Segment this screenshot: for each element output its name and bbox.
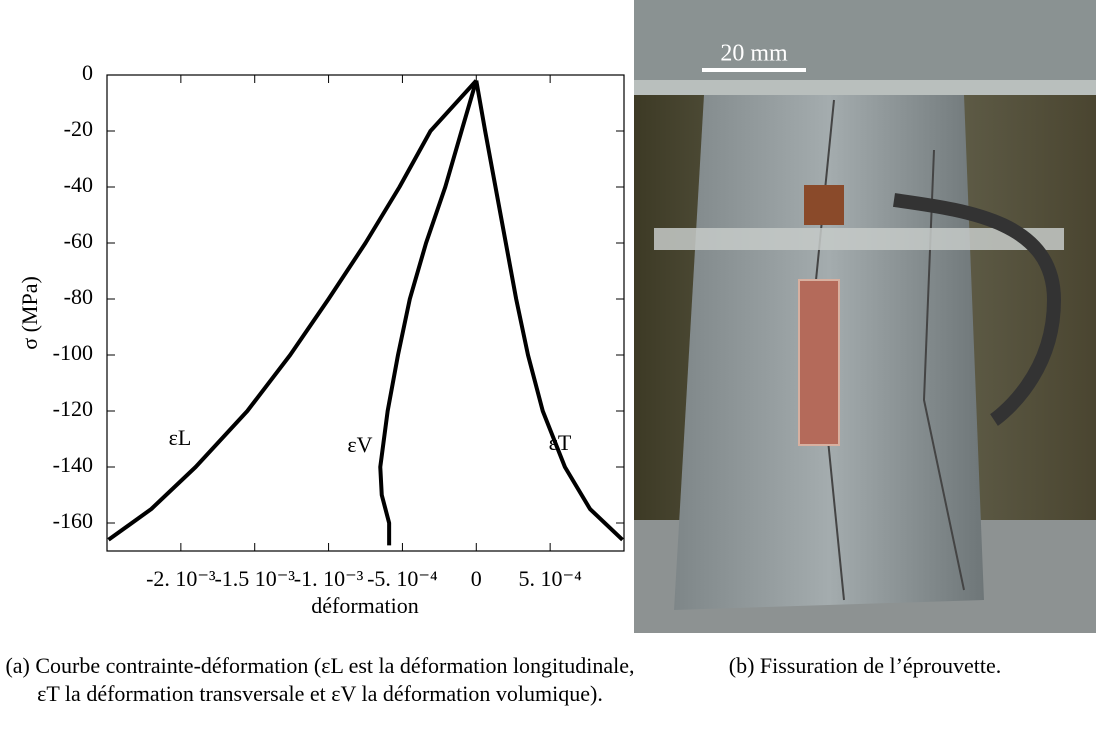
y-tick-label: -40 [64, 172, 93, 197]
data-line [378, 80, 479, 546]
x-tick-label: 5. 10⁻⁴ [518, 566, 582, 591]
y-tick-label: -60 [64, 228, 93, 253]
x-tick-label: -1.5 10⁻³ [214, 566, 295, 591]
series-label: εT [549, 430, 572, 455]
y-axis-label: σ (MPa) [17, 276, 42, 350]
caption-b: (b) Fissuration de l’éprouvette. [728, 653, 1002, 678]
x-axis-label: déformation [311, 593, 419, 615]
series-label: εL [169, 425, 192, 450]
scale-label: 20 mm [720, 41, 788, 67]
y-tick-label: -160 [53, 508, 93, 533]
y-tick-label: -140 [53, 452, 93, 477]
x-tick-label: -5. 10⁻⁴ [367, 566, 438, 591]
data-line [107, 79, 478, 542]
caption-a: (a) Courbe contrainte-déformation (εL es… [5, 653, 635, 706]
y-tick-label: 0 [82, 60, 93, 85]
y-tick-label: -80 [64, 284, 93, 309]
photo: 20 mm [634, 0, 1096, 633]
y-tick-label: -120 [53, 396, 93, 421]
chart: déformation σ (MPa) 0 -20 -40 -60 -80 -100 -12… [17, 60, 625, 615]
x-tick-label: -2. 10⁻³ [146, 566, 216, 591]
y-tick-label: -100 [53, 340, 93, 365]
x-tick-label: -1. 10⁻³ [294, 566, 364, 591]
plot-frame [106, 74, 625, 552]
series-label: εV [347, 432, 372, 457]
data-line [474, 80, 624, 542]
y-tick-label: -20 [64, 116, 93, 141]
x-tick-label: 0 [471, 566, 482, 591]
